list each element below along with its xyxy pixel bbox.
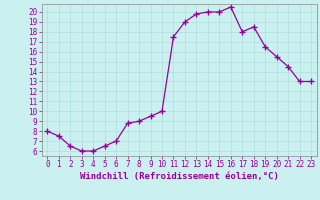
X-axis label: Windchill (Refroidissement éolien,°C): Windchill (Refroidissement éolien,°C) [80, 172, 279, 181]
